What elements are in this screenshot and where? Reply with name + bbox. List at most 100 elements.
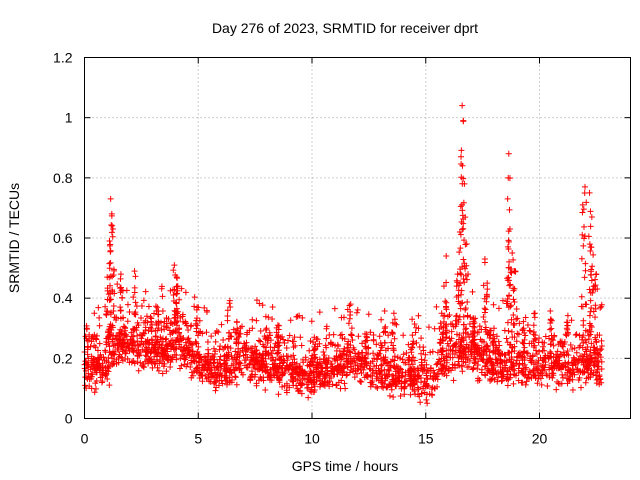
data-point: [434, 349, 441, 356]
data-point: [456, 300, 463, 307]
data-point: [443, 333, 450, 340]
data-point: [281, 357, 288, 364]
data-point: [434, 376, 441, 383]
data-point: [341, 345, 348, 352]
data-point: [483, 346, 490, 353]
data-point: [286, 332, 293, 339]
data-point: [504, 195, 511, 202]
data-point: [579, 209, 586, 216]
data-point: [435, 366, 442, 373]
data-point: [105, 365, 112, 372]
data-point: [249, 316, 256, 323]
data-point: [123, 344, 130, 351]
data-point: [304, 385, 311, 391]
data-point: [337, 360, 344, 367]
data-point: [160, 363, 167, 370]
data-point: [281, 369, 288, 376]
data-point: [449, 354, 456, 361]
data-point: [493, 356, 500, 363]
data-point: [418, 359, 425, 366]
data-point: [513, 306, 520, 313]
data-point: [505, 237, 512, 244]
data-point: [429, 384, 436, 391]
data-point: [195, 351, 202, 358]
data-point: [511, 371, 518, 378]
data-point: [513, 316, 520, 323]
data-point: [173, 322, 180, 329]
data-point: [169, 329, 176, 336]
data-point: [401, 391, 408, 398]
data-point: [272, 368, 279, 375]
data-point: [433, 373, 440, 380]
data-point: [333, 347, 340, 354]
data-point: [140, 297, 147, 304]
data-point: [409, 316, 416, 323]
data-point: [269, 354, 276, 361]
data-point: [415, 312, 422, 319]
data-point: [489, 335, 496, 342]
data-point: [501, 351, 508, 358]
data-point: [88, 335, 95, 342]
data-point: [106, 238, 113, 245]
data-point: [153, 319, 160, 326]
data-point: [122, 347, 129, 354]
data-point: [470, 343, 477, 350]
data-point: [242, 348, 249, 355]
data-point: [138, 314, 145, 321]
data-point: [347, 308, 354, 315]
data-point: [316, 340, 323, 347]
data-point: [283, 380, 290, 387]
data-point: [252, 343, 259, 350]
data-point: [587, 370, 594, 377]
data-point: [194, 365, 201, 372]
data-point: [471, 320, 478, 327]
data-point: [516, 361, 523, 368]
data-point: [585, 374, 592, 381]
data-point: [508, 328, 515, 335]
data-point: [585, 233, 592, 240]
data-point: [504, 319, 511, 326]
data-point: [587, 244, 594, 251]
data-point: [279, 383, 286, 390]
data-point: [397, 355, 404, 362]
data-point: [393, 383, 400, 390]
data-point: [545, 355, 552, 362]
data-point: [511, 299, 518, 306]
data-point: [172, 299, 179, 306]
data-point: [518, 379, 525, 386]
data-point: [216, 346, 223, 353]
data-point: [231, 367, 238, 374]
data-point: [172, 328, 179, 335]
data-point: [511, 285, 518, 292]
data-point: [478, 369, 485, 376]
data-point: [420, 383, 427, 390]
data-point: [511, 347, 518, 354]
data-point: [456, 349, 463, 356]
data-point: [384, 373, 391, 380]
data-point: [403, 349, 410, 356]
data-point: [170, 267, 177, 274]
data-point: [211, 379, 218, 386]
data-point: [90, 355, 97, 362]
data-point: [364, 373, 371, 380]
data-point: [304, 376, 311, 383]
data-point: [333, 381, 340, 388]
data-point: [215, 329, 222, 336]
data-point: [110, 350, 117, 357]
data-point: [201, 304, 208, 311]
data-point: [99, 378, 106, 385]
data-point: [208, 333, 215, 340]
data-point: [152, 333, 159, 340]
data-point: [459, 226, 466, 233]
data-point: [213, 384, 220, 391]
data-point: [407, 391, 414, 398]
data-point: [452, 317, 459, 324]
data-point: [534, 365, 541, 372]
data-point: [535, 357, 542, 364]
data-point: [519, 353, 526, 360]
data-point: [510, 320, 517, 327]
data-point: [589, 263, 596, 270]
data-point: [217, 370, 224, 377]
data-point: [286, 363, 293, 370]
data-point: [173, 300, 180, 307]
